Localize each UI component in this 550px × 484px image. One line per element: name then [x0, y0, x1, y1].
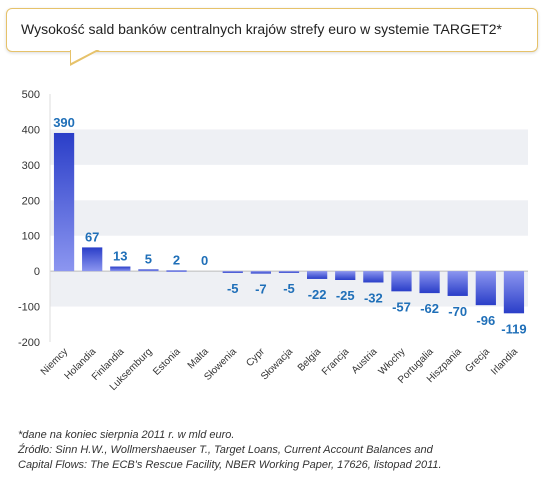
bar-Holandia: [82, 247, 103, 272]
bar-Niemcy: [53, 132, 75, 272]
data-label: -25: [336, 288, 355, 303]
bar-chart: 500 400 300 200 100 0 -100 -200 390 67 13 5 2 0 -5 -7 -…: [18, 89, 528, 393]
data-label: -119: [501, 321, 526, 336]
bar-Grecja: [475, 271, 496, 306]
data-label: -5: [227, 281, 239, 296]
x-tick-label: Malta: [186, 346, 211, 371]
data-label: 67: [85, 229, 99, 244]
data-label: -32: [364, 290, 383, 305]
y-tick-label: -200: [18, 337, 40, 349]
data-label: -5: [283, 281, 295, 296]
data-label: 0: [201, 253, 208, 268]
data-label: 2: [173, 252, 180, 267]
footnote: *dane na koniec sierpnia 2011 r. w mld e…: [18, 428, 538, 473]
data-label: -70: [448, 304, 467, 319]
bar-Włochy: [391, 271, 412, 292]
bar-Portugalia: [419, 271, 440, 294]
y-tick-label: 500: [22, 89, 40, 101]
data-label: -96: [476, 313, 495, 328]
x-tick-label: Irlandia: [489, 346, 520, 377]
data-label: -7: [255, 282, 267, 297]
y-tick-label: -100: [18, 302, 40, 314]
bar-Cypr: [250, 271, 272, 274]
data-label: 5: [145, 251, 152, 266]
y-tick-label: 300: [22, 160, 40, 172]
x-tick-label: Estonia: [151, 346, 183, 378]
bar-Słowacja: [278, 271, 300, 273]
footnote-source-1: Źródło: Sinn H.W., Wollmershaeuser T., T…: [18, 444, 433, 456]
x-tick-label: Francja: [320, 346, 352, 378]
bar-Hiszpania: [447, 271, 468, 296]
chart-title: Wysokość sald banków centralnych krajów …: [21, 21, 502, 37]
footnote-note: *dane na koniec sierpnia 2011 r. w mld e…: [18, 429, 235, 441]
y-tick-label: 0: [34, 266, 40, 278]
y-tick-label: 400: [22, 124, 40, 136]
data-label: 390: [53, 115, 75, 130]
x-tick-label: Grecja: [463, 346, 492, 375]
bar-Austria: [363, 271, 384, 283]
data-label: 13: [113, 249, 127, 264]
y-tick-label: 100: [22, 231, 40, 243]
x-tick-label: Cypr: [244, 346, 267, 369]
bar-Irlandia: [503, 271, 525, 314]
x-tick-label: Austria: [350, 346, 380, 376]
grid-band: [50, 129, 528, 165]
y-tick-label: 200: [22, 195, 40, 207]
x-tick-label: Słowacja: [259, 346, 295, 382]
data-label: -62: [420, 301, 439, 316]
bar-Belgia: [306, 271, 328, 279]
bar-Luksemburg: [138, 269, 159, 272]
grid-band: [50, 200, 528, 236]
bar-Francja: [335, 271, 356, 280]
data-label: -22: [308, 287, 327, 302]
bar-Finlandia: [110, 266, 131, 272]
data-label: -57: [392, 299, 411, 314]
title-box: Wysokość sald banków centralnych krajów …: [6, 8, 538, 52]
footnote-source-2: Capital Flows: The ECB's Rescue Facility…: [18, 459, 442, 471]
bar-Estonia: [166, 270, 187, 272]
bar-Słowenia: [222, 271, 243, 273]
